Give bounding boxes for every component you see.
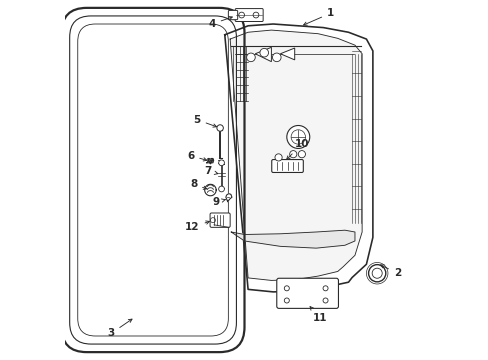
Polygon shape <box>280 48 294 60</box>
Circle shape <box>298 150 305 158</box>
Polygon shape <box>231 230 354 248</box>
Circle shape <box>272 53 281 62</box>
Polygon shape <box>230 30 362 280</box>
Text: 11: 11 <box>309 307 326 323</box>
Text: 8: 8 <box>189 179 206 189</box>
Circle shape <box>218 160 224 166</box>
FancyBboxPatch shape <box>271 159 303 172</box>
Text: 10: 10 <box>286 139 308 159</box>
Polygon shape <box>225 194 231 202</box>
Text: 2: 2 <box>380 265 400 278</box>
Text: 1: 1 <box>303 8 333 25</box>
Text: 7: 7 <box>203 166 218 176</box>
Circle shape <box>260 48 268 57</box>
Circle shape <box>274 154 282 161</box>
Circle shape <box>217 125 223 131</box>
Polygon shape <box>224 24 372 292</box>
Circle shape <box>368 265 385 282</box>
Circle shape <box>286 126 309 148</box>
FancyBboxPatch shape <box>210 213 230 227</box>
Text: 3: 3 <box>107 319 132 338</box>
Text: 5: 5 <box>193 115 216 127</box>
Circle shape <box>289 150 296 158</box>
FancyBboxPatch shape <box>276 278 338 309</box>
Circle shape <box>246 53 255 62</box>
Polygon shape <box>255 47 271 62</box>
FancyBboxPatch shape <box>235 9 263 22</box>
Text: 6: 6 <box>187 150 206 161</box>
Circle shape <box>218 186 224 192</box>
Text: 12: 12 <box>185 221 209 232</box>
FancyBboxPatch shape <box>228 10 237 20</box>
Text: 4: 4 <box>208 17 232 29</box>
Text: 9: 9 <box>212 197 225 207</box>
